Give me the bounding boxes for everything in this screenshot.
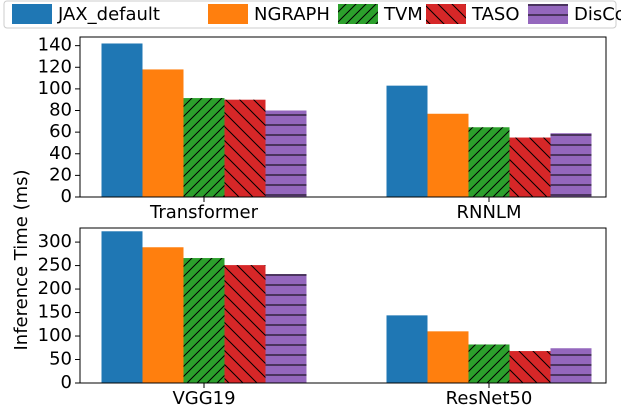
legend-label: JAX_default xyxy=(57,4,160,25)
bar xyxy=(101,231,143,383)
x-tick-label: VGG19 xyxy=(172,388,235,409)
y-tick-label: 60 xyxy=(49,121,72,142)
bar-hatch xyxy=(265,274,307,383)
legend-swatch xyxy=(12,4,52,24)
y-tick-label: 20 xyxy=(49,164,72,185)
x-tick-label: RNNLM xyxy=(457,202,522,223)
bar xyxy=(101,43,143,198)
bar xyxy=(142,69,184,197)
y-tick-label: 80 xyxy=(49,100,72,121)
x-tick-label: ResNet50 xyxy=(446,388,533,409)
y-tick-label: 100 xyxy=(38,325,72,346)
y-tick-label: 150 xyxy=(38,302,72,323)
legend-label: TVM xyxy=(383,4,423,25)
legend-label: DisCo xyxy=(574,4,621,25)
bar-hatch xyxy=(509,351,551,383)
y-tick-label: 120 xyxy=(38,56,72,77)
bar-hatch xyxy=(468,127,510,197)
axes-frame xyxy=(79,36,607,198)
axes-frame xyxy=(79,227,607,384)
y-tick-label: 40 xyxy=(49,143,72,164)
bar-hatch xyxy=(550,133,592,197)
x-tick-label: Transformer xyxy=(149,202,259,223)
legend-label: NGRAPH xyxy=(254,4,330,25)
bar xyxy=(386,85,428,197)
y-tick-label: 250 xyxy=(38,255,72,276)
bar xyxy=(427,331,469,383)
y-tick-label: 140 xyxy=(38,35,72,56)
bar xyxy=(386,315,428,383)
y-tick-label: 0 xyxy=(61,372,72,393)
bar-hatch xyxy=(550,348,592,383)
legend-hatch xyxy=(426,4,466,24)
y-tick-label: 100 xyxy=(38,78,72,99)
bar-hatch xyxy=(265,110,307,197)
bar-hatch xyxy=(183,258,225,383)
y-tick-label: 200 xyxy=(38,278,72,299)
y-axis-label: Inference Time (ms) xyxy=(11,169,32,350)
bar xyxy=(142,247,184,383)
y-tick-label: 50 xyxy=(49,349,72,370)
bar-hatch xyxy=(224,99,266,197)
legend-hatch xyxy=(338,4,378,24)
y-tick-label: 300 xyxy=(38,231,72,252)
legend-swatch xyxy=(208,4,248,24)
legend-hatch xyxy=(528,4,568,24)
bar xyxy=(427,113,469,197)
y-tick-label: 0 xyxy=(61,186,72,207)
bar-hatch xyxy=(183,98,225,197)
legend-label: TASO xyxy=(471,4,520,25)
bar-hatch xyxy=(224,265,266,383)
bar-hatch xyxy=(509,137,551,197)
bar-hatch xyxy=(468,344,510,383)
